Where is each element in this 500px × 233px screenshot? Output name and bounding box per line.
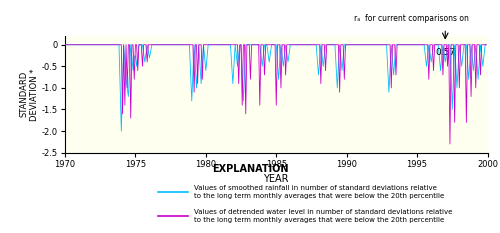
Text: Values of smoothed rainfall in number of standard deviations relative
to the lon: Values of smoothed rainfall in number of… bbox=[194, 185, 444, 199]
Text: rₐ  for current comparisons on: rₐ for current comparisons on bbox=[354, 14, 469, 23]
Text: Values of detrended water level in number of standard deviations relative
to the: Values of detrended water level in numbe… bbox=[194, 209, 452, 223]
Text: EXPLANATION: EXPLANATION bbox=[212, 164, 288, 174]
Y-axis label: STANDARD
DEVIATION *: STANDARD DEVIATION * bbox=[20, 68, 39, 121]
Text: 0.57: 0.57 bbox=[435, 48, 456, 57]
X-axis label: YEAR: YEAR bbox=[264, 174, 289, 184]
